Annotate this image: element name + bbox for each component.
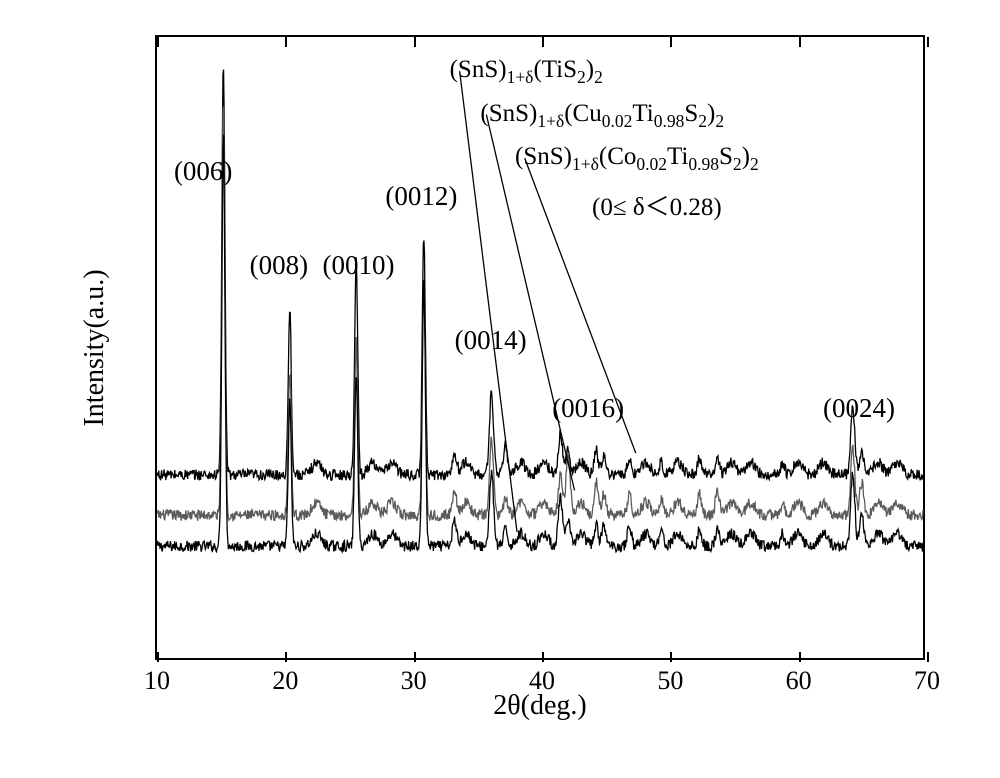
peak-label: (008) [250,250,308,281]
x-tick-bottom [670,652,672,662]
peak-label: (006) [174,156,232,187]
x-tick-top [542,37,544,47]
formula-label-f3: (SnS)1+δ(Co0.02Ti0.98S2)2 [515,143,759,175]
x-tick-label: 70 [914,666,940,696]
peak-label: (0012) [385,181,457,212]
x-tick-bottom [414,652,416,662]
x-tick-top [670,37,672,47]
x-tick-top [414,37,416,47]
x-tick-top [799,37,801,47]
x-tick-label: 20 [272,666,298,696]
x-tick-label: 60 [786,666,812,696]
x-tick-label: 40 [529,666,555,696]
peak-label: (0010) [322,250,394,281]
x-tick-top [285,37,287,47]
x-tick-top [157,37,159,47]
peak-label: (0024) [823,393,895,424]
x-tick-top [927,37,929,47]
x-tick-label: 30 [401,666,427,696]
xrd-chart: Intensity(a.u.) 2θ(deg.) 10203040506070(… [50,20,950,740]
x-tick-bottom [542,652,544,662]
x-tick-label: 50 [657,666,683,696]
peak-label: (0014) [455,325,527,356]
x-tick-label: 10 [144,666,170,696]
formula-label-f2: (SnS)1+δ(Cu0.02Ti0.98S2)2 [480,100,724,132]
x-tick-bottom [285,652,287,662]
peak-label: (0016) [552,393,624,424]
x-tick-bottom [157,652,159,662]
x-tick-bottom [927,652,929,662]
formula-label-cond: (0≤ δ＜0.28) [592,187,722,223]
plot-area: Intensity(a.u.) 2θ(deg.) 10203040506070(… [155,35,925,660]
y-axis-label: Intensity(a.u.) [79,269,111,426]
formula-label-f1: (SnS)1+δ(TiS2)2 [450,56,603,88]
x-tick-bottom [799,652,801,662]
